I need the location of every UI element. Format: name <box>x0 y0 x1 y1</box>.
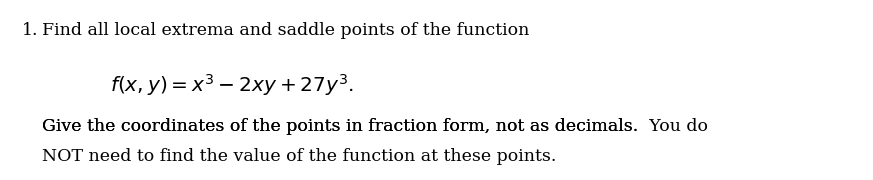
Text: Give the coordinates of the points in fraction form, not as decimals.  You do: Give the coordinates of the points in fr… <box>42 118 708 135</box>
Text: 1.: 1. <box>22 22 38 39</box>
Text: Find all local extrema and saddle points of the function: Find all local extrema and saddle points… <box>42 22 529 39</box>
Text: NOT need to find the value of the function at these points.: NOT need to find the value of the functi… <box>42 148 556 165</box>
Text: $f(x, y) = x^3 - 2xy + 27y^3.$: $f(x, y) = x^3 - 2xy + 27y^3.$ <box>110 72 354 98</box>
Text: Give the coordinates of the points in fraction form, not as decimals.: Give the coordinates of the points in fr… <box>42 118 638 135</box>
